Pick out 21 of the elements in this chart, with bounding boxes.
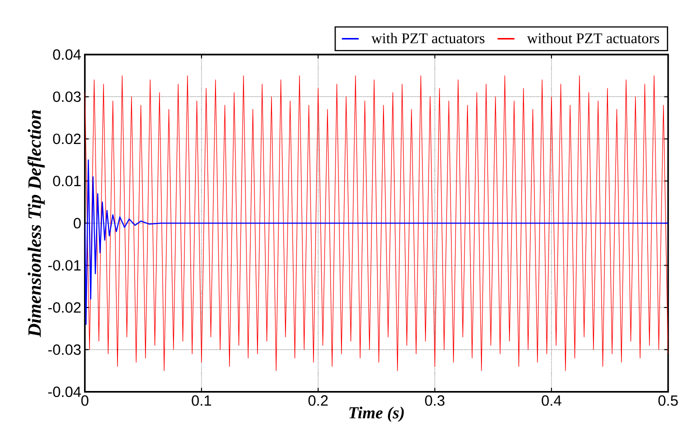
x-tick-label: 0.1	[192, 396, 212, 406]
y-tick-label: -0.04	[48, 386, 81, 398]
y-tick-label: 0	[74, 218, 81, 229]
x-tick-label: 0.3	[425, 396, 444, 406]
y-axis-title: Dimensionless Tip Deflection	[28, 110, 45, 338]
y-tick-label: 0.01	[53, 176, 81, 186]
line-series	[84, 160, 668, 326]
y-tick-label: 0.03	[53, 92, 81, 102]
x-tick-label: 0.5	[658, 396, 678, 406]
legend-label: with PZT actuators	[371, 33, 484, 44]
x-axis-title: Time (s)	[349, 406, 404, 422]
y-tick-label: -0.03	[48, 344, 81, 356]
x-tick-label: 0	[81, 396, 88, 406]
line-series	[84, 76, 668, 372]
legend-label: without PZT actuators	[527, 33, 660, 44]
y-tick-label: 0.02	[53, 134, 81, 144]
y-tick-label: -0.02	[48, 302, 81, 313]
x-tick-label: 0.2	[308, 396, 328, 406]
y-tick-label: 0.04	[53, 50, 81, 60]
y-tick-label: -0.01	[48, 260, 81, 271]
x-tick-label: 0.4	[542, 396, 562, 406]
